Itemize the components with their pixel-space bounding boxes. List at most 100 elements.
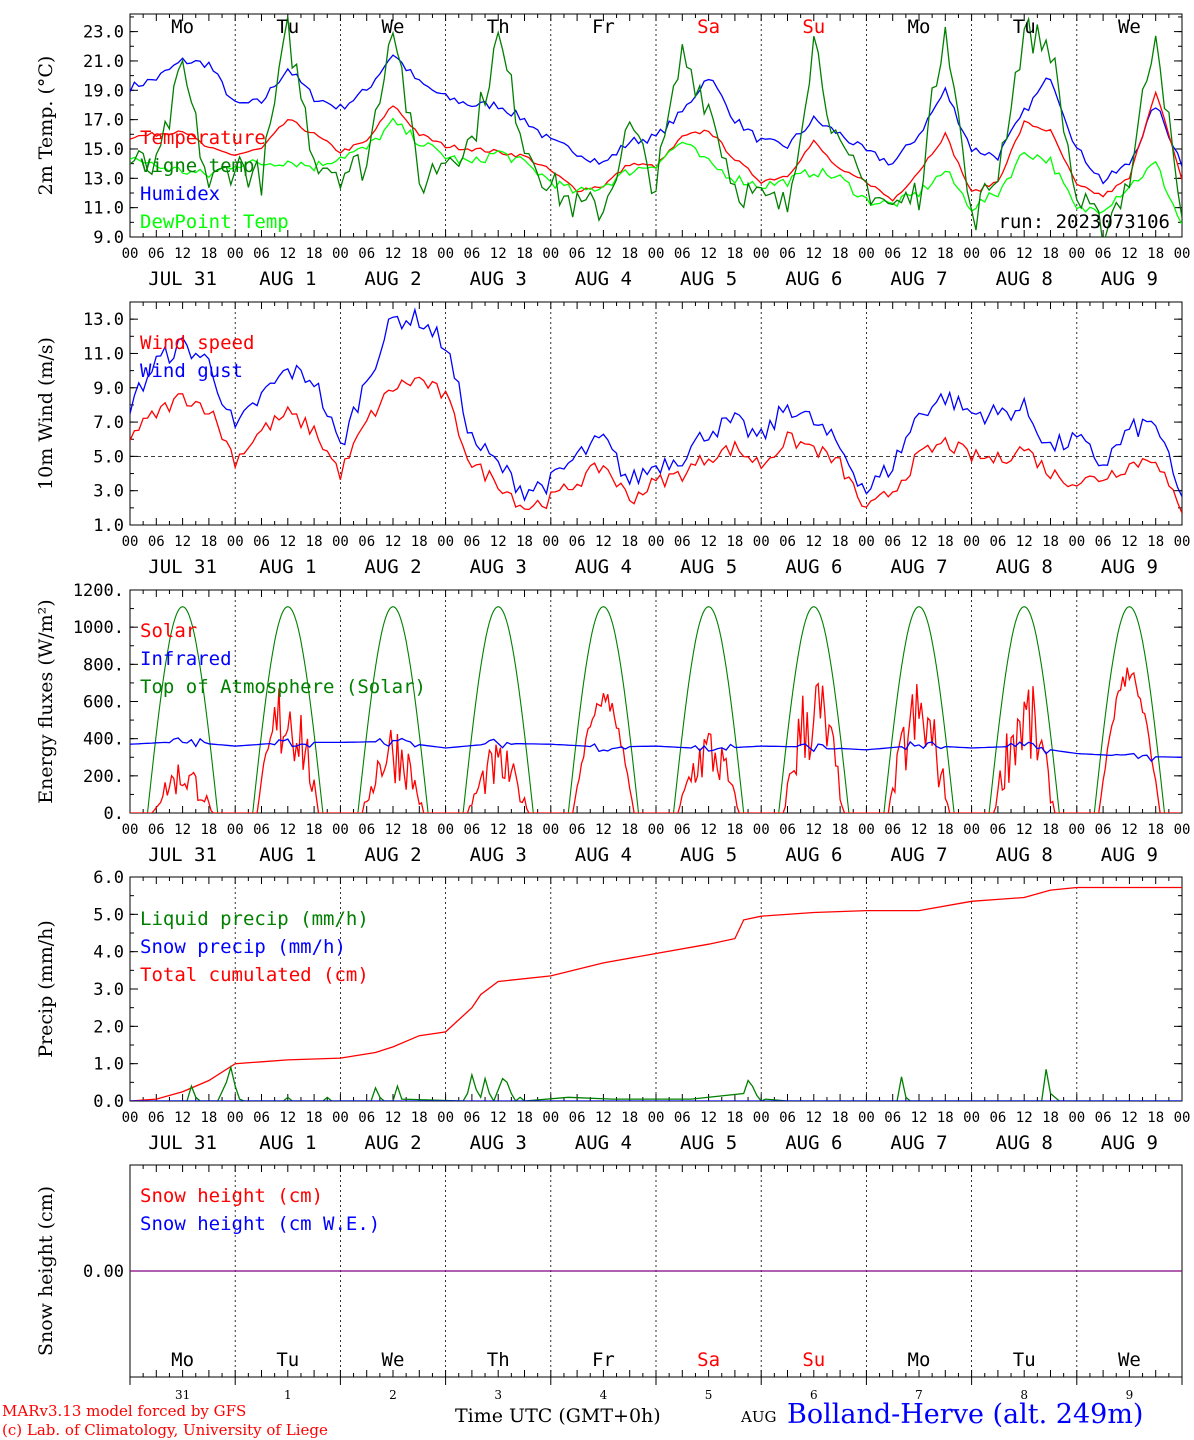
hour-tick-label: 18 xyxy=(832,534,849,550)
day-label: AUG 8 xyxy=(996,268,1053,290)
y-axis-label: Precip (mm/h) xyxy=(35,920,57,1058)
hour-tick-label: 18 xyxy=(621,246,638,262)
hour-tick-label: 18 xyxy=(306,822,323,838)
day-label: JUL 31 xyxy=(148,556,217,578)
series-line-wind-speed xyxy=(130,376,1182,514)
day-label: AUG 2 xyxy=(364,556,421,578)
hour-tick-label: 18 xyxy=(200,822,217,838)
hour-tick-label: 06 xyxy=(989,534,1006,550)
hour-tick-label: 06 xyxy=(674,822,691,838)
day-label: AUG 7 xyxy=(890,844,947,866)
y-tick-label: 9.0 xyxy=(93,379,124,399)
hour-tick-label: 18 xyxy=(516,534,533,550)
hour-tick-label: 12 xyxy=(595,822,612,838)
day-label: AUG 6 xyxy=(785,556,842,578)
hour-tick-label: 12 xyxy=(805,246,822,262)
hour-tick-label: 00 xyxy=(227,534,244,550)
hour-tick-label: 06 xyxy=(148,1110,165,1126)
hour-tick-label: 18 xyxy=(1147,1110,1164,1126)
weekday-label: Sa xyxy=(697,16,720,38)
hour-tick-label: 12 xyxy=(1016,246,1033,262)
hour-tick-label: 00 xyxy=(332,822,349,838)
hour-tick-label: 00 xyxy=(753,1110,770,1126)
hour-tick-label: 12 xyxy=(174,1110,191,1126)
y-tick-label: 0.0 xyxy=(93,1092,124,1112)
hour-tick-label: 12 xyxy=(1016,1110,1033,1126)
hour-tick-label: 12 xyxy=(385,1110,402,1126)
day-label: AUG 4 xyxy=(575,844,632,866)
hour-tick-label: 00 xyxy=(122,1110,139,1126)
hour-tick-label: 00 xyxy=(227,1110,244,1126)
day-number-label: 31 xyxy=(175,1388,190,1402)
hour-tick-label: 18 xyxy=(621,822,638,838)
weekday-label: Th xyxy=(487,1349,510,1371)
hour-tick-label: 12 xyxy=(490,534,507,550)
hour-tick-label: 06 xyxy=(989,1110,1006,1126)
panel-precip: 0.0 1.0 2.0 3.0 4.0 5.0 6.0 Precip (mm/h) 00 06 12… xyxy=(35,868,1190,1154)
hour-tick-label: 12 xyxy=(385,246,402,262)
series-line-top-of-atmosphere xyxy=(988,606,1060,813)
hour-tick-label: 00 xyxy=(1068,246,1085,262)
hour-tick-label: 18 xyxy=(306,534,323,550)
day-label: AUG 8 xyxy=(996,556,1053,578)
hour-tick-label: 12 xyxy=(279,534,296,550)
hour-tick-label: 18 xyxy=(411,822,428,838)
y-tick-label: 4.0 xyxy=(93,943,124,963)
station-name: Bolland-Herve (alt. 249m) xyxy=(787,1399,1144,1430)
hour-tick-label: 00 xyxy=(858,534,875,550)
series-line-total-cumulated-cm- xyxy=(130,886,1182,1101)
series-line-infrared xyxy=(130,737,1182,763)
hour-tick-label: 18 xyxy=(621,1110,638,1126)
hour-tick-label: 12 xyxy=(1016,534,1033,550)
legend-entry: Snow precip (mm/h) xyxy=(140,936,346,958)
hour-tick-label: 06 xyxy=(358,1110,375,1126)
day-label: AUG 3 xyxy=(470,556,527,578)
y-tick-label: 7.0 xyxy=(93,413,124,433)
plot-area xyxy=(130,606,1182,813)
weekday-label: We xyxy=(382,1349,405,1371)
weekday-label: Mo xyxy=(171,1349,194,1371)
hour-tick-label: 12 xyxy=(911,1110,928,1126)
hour-tick-label: 00 xyxy=(858,822,875,838)
hour-tick-label: 18 xyxy=(1042,822,1059,838)
series-line-top-of-atmosphere xyxy=(357,606,429,813)
y-tick-label: 19.0 xyxy=(83,81,124,101)
hour-tick-label: 06 xyxy=(884,822,901,838)
day-label: JUL 31 xyxy=(148,844,217,866)
hour-tick-label: 00 xyxy=(437,534,454,550)
hour-tick-label: 00 xyxy=(1174,1110,1191,1126)
day-number-label: 1 xyxy=(284,1388,292,1402)
day-number-label: 4 xyxy=(600,1388,608,1402)
weekday-label: Sa xyxy=(697,1349,720,1371)
y-tick-label: 15.0 xyxy=(83,140,124,160)
day-label: AUG 9 xyxy=(1101,1132,1158,1154)
y-tick-label: 1200. xyxy=(73,581,124,601)
day-label: AUG 9 xyxy=(1101,268,1158,290)
hour-tick-label: 18 xyxy=(516,1110,533,1126)
hour-tick-label: 06 xyxy=(569,822,586,838)
y-tick-label: 3.0 xyxy=(93,980,124,1000)
y-tick-label: 200. xyxy=(83,767,124,787)
panel-energy: 0. 200. 400. 600. 800. 1000. 1200. Energy fluxe… xyxy=(35,581,1190,866)
plot-area xyxy=(130,16,1182,237)
day-label: AUG 1 xyxy=(259,556,316,578)
hour-tick-label: 18 xyxy=(726,822,743,838)
hour-tick-label: 00 xyxy=(753,534,770,550)
y-tick-label: 3.0 xyxy=(93,482,124,502)
hour-tick-label: 12 xyxy=(490,1110,507,1126)
hour-tick-label: 00 xyxy=(963,822,980,838)
hour-tick-label: 12 xyxy=(805,822,822,838)
day-number-label: 7 xyxy=(915,1388,923,1402)
y-tick-label: 800. xyxy=(83,655,124,675)
hour-tick-label: 00 xyxy=(648,822,665,838)
y-tick-label: 9.0 xyxy=(93,228,124,248)
series-line-wind-gust xyxy=(130,307,1182,502)
hour-tick-label: 12 xyxy=(490,822,507,838)
y-axis-label: 2m Temp. (°C) xyxy=(35,56,57,196)
series-line-top-of-atmosphere xyxy=(883,606,955,813)
hour-tick-label: 06 xyxy=(884,534,901,550)
series-line-top-of-atmosphere xyxy=(462,606,534,813)
hour-tick-label: 06 xyxy=(148,534,165,550)
hour-tick-label: 06 xyxy=(358,534,375,550)
